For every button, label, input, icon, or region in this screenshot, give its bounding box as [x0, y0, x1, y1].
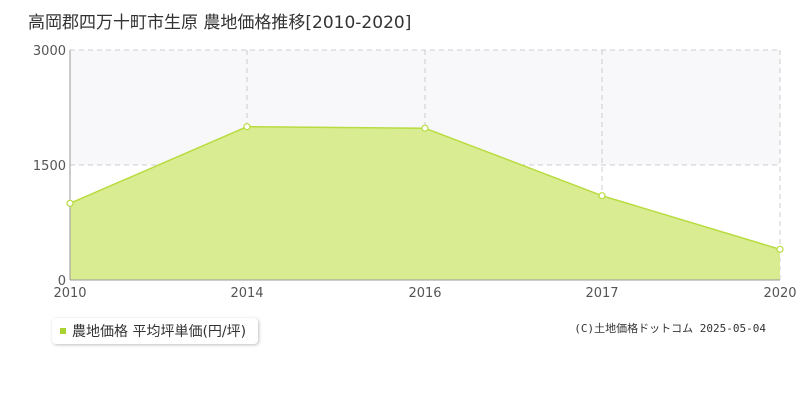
- x-tick-label: 2016: [408, 286, 441, 301]
- y-tick-label: 3000: [33, 44, 66, 59]
- copyright-text: (C)土地価格ドットコム 2025-05-04: [574, 322, 766, 335]
- legend[interactable]: 農地価格 平均坪単価(円/坪): [52, 318, 259, 344]
- data-point: [598, 192, 606, 200]
- x-tick-label: 2017: [585, 286, 618, 301]
- legend-marker: [60, 328, 66, 334]
- y-tick-label: 1500: [33, 159, 66, 174]
- x-tick-label: 2014: [230, 286, 263, 301]
- y-tick-label: 0: [58, 274, 66, 289]
- data-point: [776, 245, 784, 253]
- x-tick-label: 2010: [53, 286, 86, 301]
- area-fill: [70, 126, 780, 281]
- legend-label: 農地価格 平均坪単価(円/坪): [72, 324, 247, 340]
- data-point: [66, 199, 74, 207]
- data-point: [243, 123, 251, 131]
- data-point: [421, 124, 429, 132]
- chart-title: 高岡郡四万十町市生原 農地価格推移[2010-2020]: [28, 13, 412, 33]
- x-tick-label: 2020: [763, 286, 796, 301]
